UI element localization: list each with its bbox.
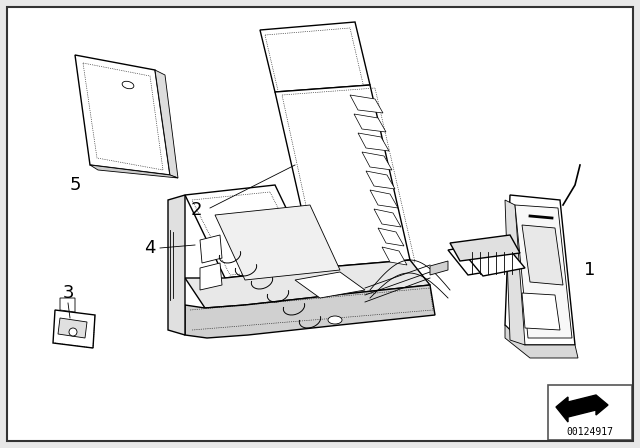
Polygon shape <box>350 95 383 113</box>
Polygon shape <box>370 190 398 208</box>
Polygon shape <box>185 185 315 278</box>
Polygon shape <box>505 200 525 345</box>
Text: 4: 4 <box>144 239 156 257</box>
Bar <box>548 385 632 440</box>
Polygon shape <box>378 228 404 246</box>
Polygon shape <box>556 395 608 422</box>
Polygon shape <box>90 165 178 178</box>
Text: 2: 2 <box>190 201 202 219</box>
Polygon shape <box>468 250 525 276</box>
Polygon shape <box>275 85 410 268</box>
Text: 5: 5 <box>69 176 81 194</box>
Polygon shape <box>430 261 448 275</box>
Polygon shape <box>374 209 401 227</box>
Polygon shape <box>505 195 575 345</box>
Text: 00124917: 00124917 <box>566 427 614 437</box>
Polygon shape <box>185 285 435 338</box>
Polygon shape <box>450 235 520 261</box>
Ellipse shape <box>69 328 77 336</box>
Polygon shape <box>358 133 389 151</box>
Polygon shape <box>168 195 185 335</box>
Polygon shape <box>366 171 395 189</box>
Polygon shape <box>354 114 386 132</box>
Polygon shape <box>522 225 563 285</box>
Polygon shape <box>60 298 75 312</box>
Polygon shape <box>515 205 572 338</box>
Polygon shape <box>448 243 510 275</box>
Ellipse shape <box>328 316 342 324</box>
Polygon shape <box>505 325 578 358</box>
Polygon shape <box>58 318 87 338</box>
Polygon shape <box>155 70 178 178</box>
Text: 3: 3 <box>62 284 74 302</box>
Text: 1: 1 <box>584 261 596 279</box>
Polygon shape <box>53 310 95 348</box>
Ellipse shape <box>122 81 134 89</box>
Polygon shape <box>295 272 365 298</box>
Polygon shape <box>260 22 370 92</box>
Polygon shape <box>362 152 392 170</box>
Polygon shape <box>382 247 407 265</box>
Polygon shape <box>185 260 430 308</box>
Polygon shape <box>522 293 560 330</box>
Polygon shape <box>200 235 222 263</box>
Polygon shape <box>215 205 340 280</box>
Polygon shape <box>200 263 222 290</box>
Polygon shape <box>75 55 170 175</box>
